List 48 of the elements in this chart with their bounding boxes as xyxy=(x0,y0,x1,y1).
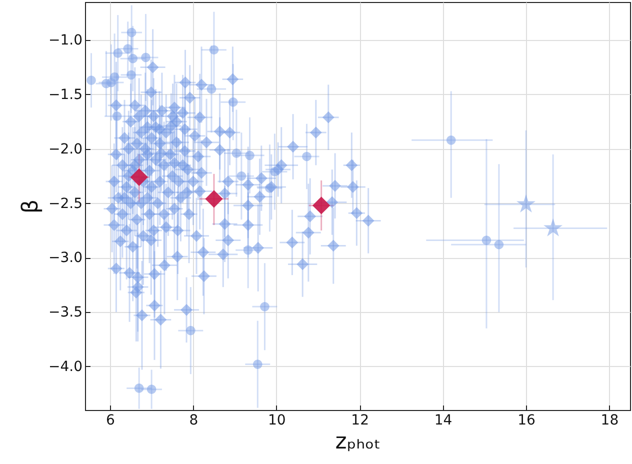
point xyxy=(518,196,534,212)
point xyxy=(206,84,216,94)
point xyxy=(265,183,274,193)
point xyxy=(112,112,122,121)
point xyxy=(302,152,312,162)
point xyxy=(128,54,138,64)
point xyxy=(106,78,116,88)
point xyxy=(243,245,253,255)
point xyxy=(482,236,492,245)
point xyxy=(146,384,156,394)
x-axis-title: zₚₕₒₜ xyxy=(335,430,381,454)
point xyxy=(228,97,238,107)
point xyxy=(544,219,562,236)
point xyxy=(209,45,219,55)
point xyxy=(186,326,196,336)
point xyxy=(270,167,280,176)
x-tick-label: 18 xyxy=(600,412,619,428)
y-tick-label: −1.5 xyxy=(48,86,82,103)
y-tick-label: −3.0 xyxy=(48,250,82,266)
y-tick-label: −2.0 xyxy=(48,141,82,158)
point xyxy=(232,148,242,158)
point xyxy=(312,196,330,214)
x-tick-label: 12 xyxy=(351,412,369,428)
x-tick-label: 8 xyxy=(189,412,198,428)
point xyxy=(141,52,150,62)
point xyxy=(126,70,136,80)
y-tick-label: −3.5 xyxy=(48,304,82,321)
point xyxy=(126,28,136,38)
point xyxy=(134,384,144,393)
x-tick-label: 14 xyxy=(434,412,452,428)
point xyxy=(252,360,262,369)
y-axis-title: β xyxy=(18,199,44,214)
point xyxy=(130,168,148,186)
y-tick-label: −4.0 xyxy=(48,358,82,375)
point xyxy=(205,190,223,208)
point xyxy=(260,302,270,312)
x-tick-label: 10 xyxy=(268,412,286,428)
point xyxy=(494,240,504,250)
x-tick-label: 16 xyxy=(518,412,536,428)
point xyxy=(123,44,133,54)
y-tick-label: −2.5 xyxy=(48,196,82,212)
point xyxy=(236,171,246,181)
point xyxy=(446,136,456,145)
y-tick-label: −1.0 xyxy=(48,32,82,49)
point xyxy=(113,48,123,58)
point xyxy=(86,76,96,86)
x-tick-label: 6 xyxy=(106,412,115,428)
point xyxy=(245,150,254,160)
